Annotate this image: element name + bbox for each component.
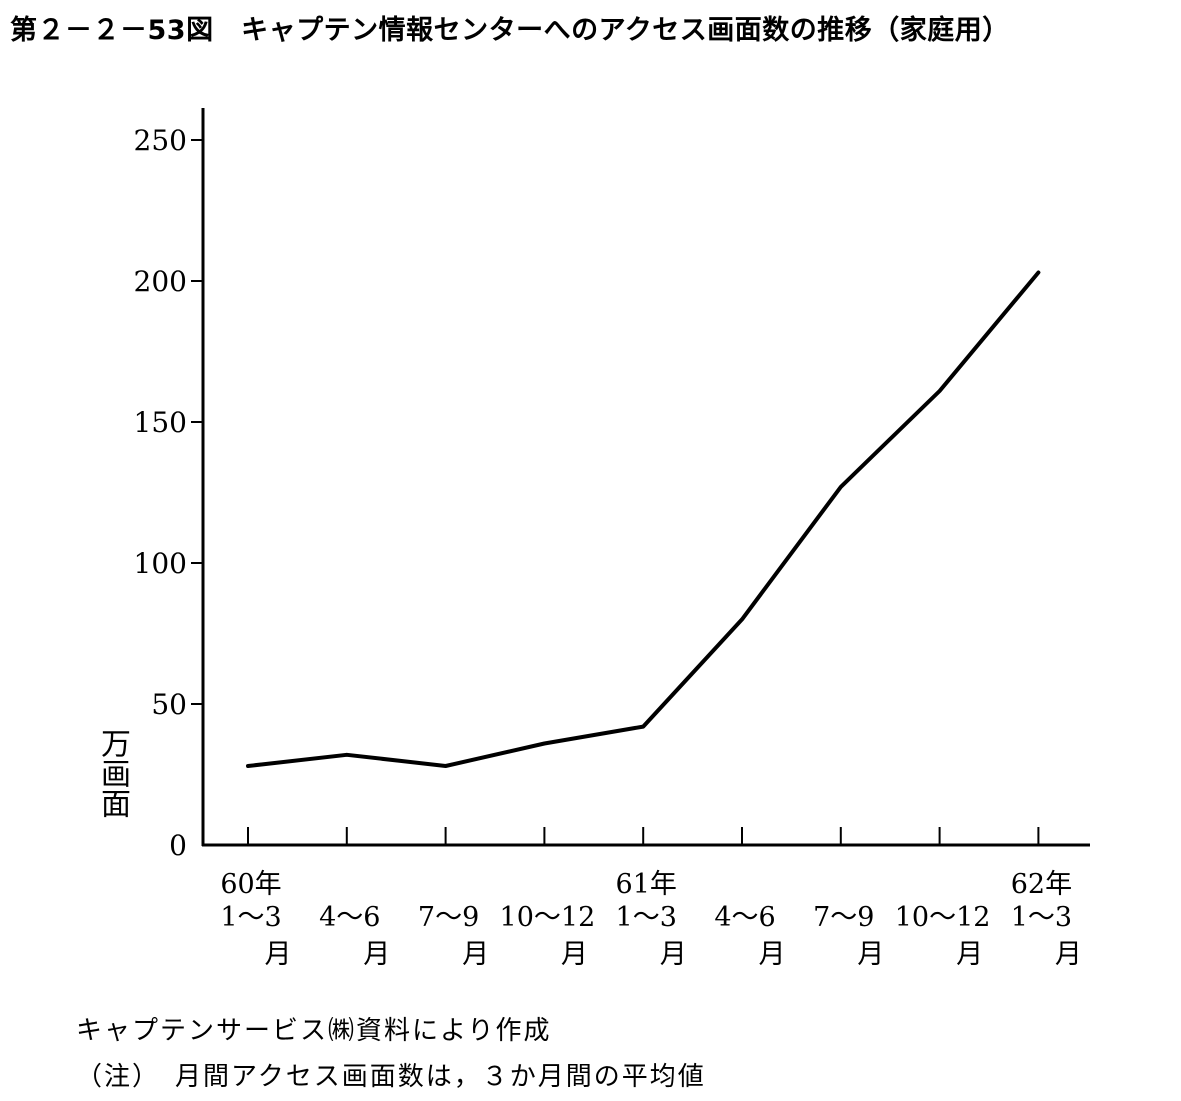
y-tick-label: 0 xyxy=(169,829,187,862)
footnote: （注） 月間アクセス画面数は，３か月間の平均値 xyxy=(76,1062,706,1092)
x-tick-year-label: 62年 xyxy=(1011,869,1072,900)
y-tick-label: 150 xyxy=(134,406,187,439)
series-layer xyxy=(246,270,1041,768)
y-tick-label: 50 xyxy=(151,688,187,721)
data-point xyxy=(938,389,942,393)
data-point xyxy=(345,753,349,757)
x-tick-period-label: 1～3 xyxy=(1011,902,1072,933)
data-point xyxy=(246,764,250,768)
y-tick-label: 200 xyxy=(134,265,187,298)
x-tick-unit-label: 月 xyxy=(660,939,687,970)
data-point xyxy=(641,725,645,729)
y-axis-label: 万画面 xyxy=(95,728,130,818)
x-tick-unit-label: 月 xyxy=(363,939,390,970)
x-tick-unit-label: 月 xyxy=(265,939,292,970)
x-tick-period-label: 1～3 xyxy=(616,902,677,933)
y-tick-label: 250 xyxy=(134,124,187,157)
x-tick-unit-label: 月 xyxy=(857,939,884,970)
x-tick-unit-label: 月 xyxy=(956,939,983,970)
data-point xyxy=(839,485,843,489)
x-tick-period-label: 7～9 xyxy=(813,902,874,933)
x-tick-unit-label: 月 xyxy=(462,939,489,970)
data-point xyxy=(1036,271,1040,275)
x-axis-ticks: 60年1～3月4～6月7～9月10～12月61年1～3月4～6月7～9月10～1… xyxy=(220,827,1082,970)
x-tick-period-label: 10～12 xyxy=(500,902,596,933)
data-point xyxy=(740,617,744,621)
x-tick-period-label: 4～6 xyxy=(714,902,775,933)
x-tick-year-label: 60年 xyxy=(220,869,281,900)
x-tick-period-label: 7～9 xyxy=(418,902,479,933)
y-axis-ticks: 0 50 100 150 200 250 xyxy=(134,124,203,862)
figure-title: 第２－２－53図 キャプテン情報センターへのアクセス画面数の推移（家庭用） xyxy=(10,15,1010,46)
y-tick-label: 100 xyxy=(134,547,187,580)
chart-axes xyxy=(201,108,1090,847)
series-line-0 xyxy=(246,270,1041,768)
x-tick-period-label: 4～6 xyxy=(319,902,380,933)
x-tick-period-label: 1～3 xyxy=(220,902,281,933)
x-tick-period-label: 10～12 xyxy=(895,902,991,933)
data-point xyxy=(444,764,448,768)
x-tick-year-label: 61年 xyxy=(616,869,677,900)
source-note: キャプテンサービス㈱資料により作成 xyxy=(76,1016,552,1046)
x-tick-unit-label: 月 xyxy=(759,939,786,970)
data-point xyxy=(542,741,546,745)
x-tick-unit-label: 月 xyxy=(561,939,588,970)
x-tick-unit-label: 月 xyxy=(1055,939,1082,970)
